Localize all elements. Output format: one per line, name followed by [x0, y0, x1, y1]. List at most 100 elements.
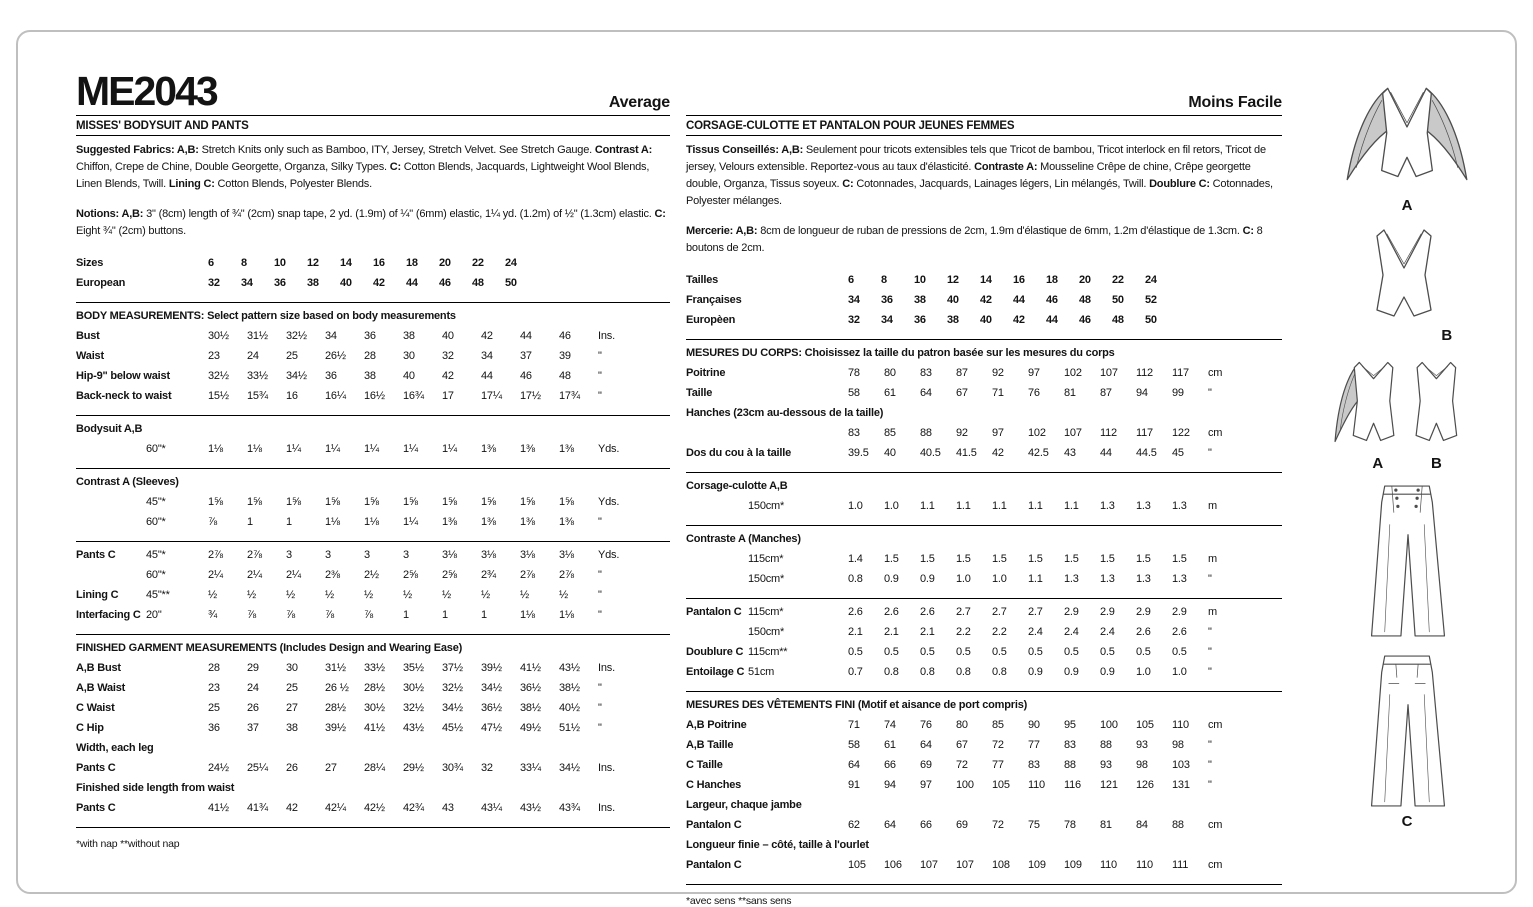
cell-val: 43¼	[481, 802, 502, 815]
cell-val: 1.3	[1136, 500, 1151, 513]
cell-val: 2.9	[1172, 606, 1187, 619]
cell-val: ⅞	[286, 609, 295, 622]
cell-val: 46	[559, 330, 571, 343]
cell-val: 91	[848, 779, 860, 792]
cell-unit: "	[1208, 447, 1212, 460]
cell-lbl: Poitrine	[686, 367, 726, 380]
cell-val: 26 ½	[325, 682, 349, 695]
cell-val: 92	[992, 367, 1004, 380]
cell-val: 42	[442, 370, 454, 383]
cell-sub: 51cm	[748, 666, 775, 679]
cell-val: 58	[848, 739, 860, 752]
finished-measurements-table-fr: A,B Poitrine 71 74 76 80 85 90 95 100 105 110 cm A,B…	[686, 715, 1282, 875]
cell-val: 34½	[481, 682, 502, 695]
cell-val: 2.7	[992, 606, 1007, 619]
cell-val: 2.9	[1100, 606, 1115, 619]
cell-unit: cm	[1208, 367, 1223, 380]
cell-val: ½	[364, 589, 373, 602]
cell-val: 40	[442, 330, 454, 343]
cell-unit: "	[1208, 779, 1212, 792]
cell-unit: cm	[1208, 859, 1223, 872]
cell-val: 76	[1028, 387, 1040, 400]
cell-val: 1.5	[884, 553, 899, 566]
cell-val: 116	[1064, 779, 1081, 792]
cell-val: 1¼	[403, 516, 418, 529]
cell-val: 45	[1172, 447, 1184, 460]
cell-val: 44	[406, 277, 418, 290]
cell-val: 97	[920, 779, 932, 792]
cell-val: 1	[286, 516, 292, 529]
cell-val: 2½	[364, 569, 379, 582]
back-view-b-label: B	[1431, 455, 1442, 472]
cell-val: 83	[1028, 759, 1040, 772]
tissus-conseilles-paragraph: Tissus Conseillés: A,B: Seulement pour t…	[686, 144, 1273, 208]
cell-val: 107	[956, 859, 974, 872]
cell-val: 110	[1028, 779, 1045, 792]
cell-val: 106	[884, 859, 902, 872]
pattern-number: ME2043	[76, 68, 219, 114]
table-row: 150cm* 2.1 2.1 2.1 2.2 2.2 2.4 2.4 2.4 2.6 2.6 "	[686, 622, 1282, 642]
cell-val: 39½	[325, 722, 346, 735]
section-label-row: Largeur, chaque jambe	[686, 799, 802, 812]
cell-val: 16½	[364, 390, 385, 403]
cell-val: 36	[881, 294, 893, 307]
cell-val: 32½	[286, 330, 307, 343]
cell-val: 38½	[520, 702, 541, 715]
cell-val: 1.0	[992, 573, 1007, 586]
cell-val: 2.7	[1028, 606, 1043, 619]
cell-lbl: C Hanches	[686, 779, 742, 792]
cell-val: 0.8	[920, 666, 935, 679]
cell-lbl: A,B Poitrine	[686, 719, 747, 732]
cell-val: 1⅜	[559, 516, 574, 529]
cell-val: 1¼	[442, 443, 457, 456]
cell-val: 78	[1064, 819, 1076, 832]
bodysuit-yardage-table-en: Bodysuit A,B 60"* 1⅛ 1⅛ 1¼ 1¼ 1¼ 1¼ 1¼ 1⅜ 1⅜ 1⅜ Yds.	[76, 415, 670, 459]
cell-val: ¾	[208, 609, 217, 622]
cell-val: ½	[442, 589, 451, 602]
cell-val: 1.1	[1028, 573, 1043, 586]
cell-val: 41½	[364, 722, 385, 735]
cell-val: 71	[992, 387, 1004, 400]
cell-val: 126	[1136, 779, 1154, 792]
body-measurements-heading-en: BODY MEASUREMENTS: Select pattern size b…	[76, 310, 456, 323]
cell-val: ½	[481, 589, 490, 602]
cell-val: 2.6	[920, 606, 935, 619]
cell-val: 2¼	[208, 569, 223, 582]
bodysuit-yardage-table-fr: Corsage-culotte A,B 150cm* 1.0 1.0 1.1 1.1 1.1…	[686, 472, 1282, 516]
cell-val: 2.1	[920, 626, 935, 639]
cell-val: 74	[884, 719, 896, 732]
cell-val: 2.6	[884, 606, 899, 619]
cell-val: 1¼	[325, 443, 340, 456]
cell-lbl: Europèen	[686, 314, 736, 327]
cell-val: 30	[403, 350, 415, 363]
cell-val: 46	[1046, 294, 1058, 307]
cell-val: 0.5	[992, 646, 1007, 659]
cell-lbl: Interfacing C	[76, 609, 141, 622]
cell-val: 78	[848, 367, 860, 380]
table-row: Interfacing C 20" ¾ ⅞ ⅞ ⅞ ⅞ 1 1 1 1⅛ 1⅛ "	[76, 605, 670, 625]
cell-val: 1.3	[1172, 573, 1187, 586]
cell-unit: m	[1208, 606, 1217, 619]
cell-val: 75	[1028, 819, 1040, 832]
cell-val: 3⅛	[481, 549, 496, 562]
cell-val: 44	[481, 370, 493, 383]
cell-val: 17	[442, 390, 454, 403]
cell-unit: "	[598, 390, 602, 403]
cell-unit: "	[1208, 626, 1212, 639]
cell-val: 39½	[481, 662, 502, 675]
cell-lbl: Hip-9" below waist	[76, 370, 170, 383]
cell-val: 8	[241, 257, 247, 270]
cell-val: 1⅛	[520, 609, 535, 622]
cell-sub: 115cm**	[748, 646, 788, 659]
cell-lbl: Pantalon C	[686, 859, 742, 872]
cell-val: 0.7	[848, 666, 863, 679]
table-row: 60"* ⅞ 1 1 1⅛ 1⅛ 1¼ 1⅜ 1⅜ 1⅜ 1⅜ "	[76, 512, 670, 532]
cell-val: 93	[1136, 739, 1148, 752]
cell-lbl: Pants C	[76, 549, 116, 562]
cell-val: 18	[1046, 274, 1058, 287]
cell-val: 32	[208, 277, 220, 290]
cell-val: 3	[403, 549, 409, 562]
cell-val: 34½	[559, 762, 580, 775]
cell-val: 14	[980, 274, 992, 287]
cell-val: 66	[920, 819, 932, 832]
